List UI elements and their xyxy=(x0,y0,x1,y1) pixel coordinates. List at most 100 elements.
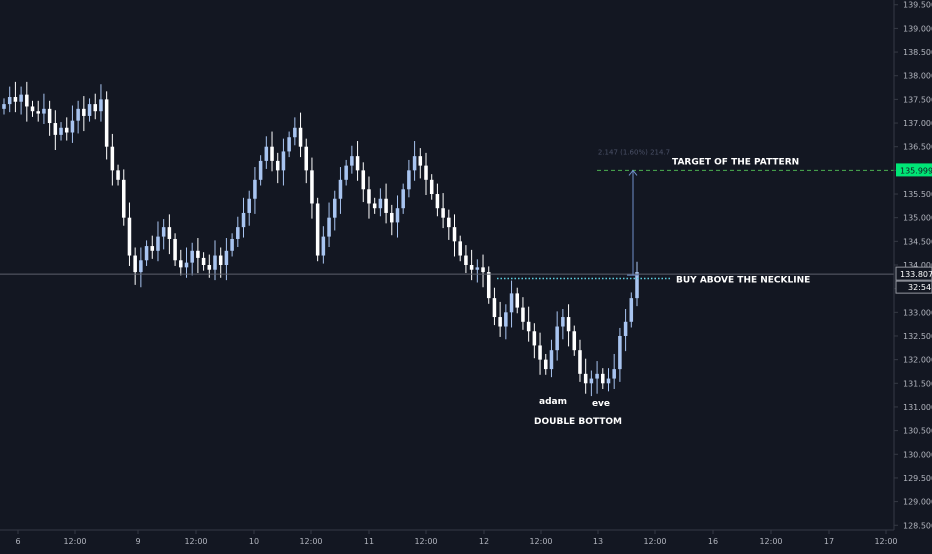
y-tick-label: 137.000 xyxy=(903,119,932,128)
candle xyxy=(367,189,371,204)
candle xyxy=(378,198,383,209)
x-tick-label: 12:00 xyxy=(184,537,207,546)
x-tick-label: 12:00 xyxy=(414,537,437,546)
candle xyxy=(452,227,457,242)
y-tick-label: 137.500 xyxy=(903,95,932,104)
candle xyxy=(424,165,428,180)
candle xyxy=(7,97,12,105)
candle xyxy=(458,241,462,256)
candle xyxy=(253,179,257,199)
y-tick-label: 130.000 xyxy=(903,450,932,459)
candle xyxy=(629,298,634,322)
target-annotation: TARGET OF THE PATTERN xyxy=(672,157,799,167)
y-tick-label: 135.000 xyxy=(903,214,932,223)
candle xyxy=(372,203,377,209)
y-tick-label: 131.500 xyxy=(903,379,932,388)
candle xyxy=(139,260,143,273)
candle xyxy=(264,146,269,161)
measure-label: 2.147 (1.60%) 214.7 xyxy=(598,148,670,156)
candle xyxy=(583,373,588,384)
y-tick-label: 138.500 xyxy=(903,48,932,57)
candle xyxy=(25,94,29,107)
candle xyxy=(275,160,280,171)
candle xyxy=(515,293,520,308)
x-tick-label: 12 xyxy=(479,537,489,546)
y-tick-label: 128.500 xyxy=(903,521,932,530)
x-tick-label: 13 xyxy=(593,537,603,546)
candle xyxy=(327,217,331,237)
candle xyxy=(561,317,565,327)
candle xyxy=(350,156,354,166)
candle xyxy=(161,227,166,237)
eve-label: eve xyxy=(592,399,610,409)
candle xyxy=(543,359,548,370)
candle xyxy=(441,208,445,218)
candle xyxy=(121,179,126,218)
adam-label: adam xyxy=(539,397,567,407)
candle xyxy=(612,369,616,379)
target-price-badge xyxy=(896,163,932,177)
candle xyxy=(13,97,18,102)
candle xyxy=(538,345,542,360)
candle xyxy=(196,250,200,258)
x-tick-label: 10 xyxy=(249,537,259,546)
candle xyxy=(447,217,451,228)
candle xyxy=(390,212,394,223)
y-tick-label: 130.500 xyxy=(903,427,932,436)
candle xyxy=(298,127,303,147)
candle xyxy=(498,317,502,327)
candle xyxy=(144,246,149,261)
x-tick-label: 12:00 xyxy=(63,537,86,546)
candle xyxy=(87,104,92,116)
y-tick-label: 132.000 xyxy=(903,356,932,365)
x-tick-label: 12:00 xyxy=(874,537,897,546)
candle xyxy=(504,312,508,327)
neckline-annotation: BUY ABOVE THE NECKLINE xyxy=(676,275,810,285)
candle xyxy=(116,170,120,180)
candle xyxy=(156,236,160,251)
candle xyxy=(99,99,103,112)
candle xyxy=(401,189,405,209)
candle xyxy=(595,373,599,379)
candle xyxy=(509,293,514,313)
candle xyxy=(47,108,52,124)
measure-arrow xyxy=(628,169,638,176)
candle xyxy=(435,194,440,209)
candle xyxy=(555,326,559,351)
candle xyxy=(30,106,35,112)
candle xyxy=(475,267,480,270)
y-tick-label: 134.500 xyxy=(903,237,932,246)
candle xyxy=(230,238,234,251)
countdown-badge xyxy=(895,280,932,294)
candle xyxy=(167,227,172,239)
candle xyxy=(110,146,115,171)
y-tick-label: 134.000 xyxy=(903,261,932,270)
x-tick-label: 12:00 xyxy=(643,537,666,546)
candle xyxy=(521,307,525,322)
candle xyxy=(104,99,109,147)
candle xyxy=(338,179,343,199)
candle xyxy=(589,378,594,384)
candle xyxy=(532,331,537,346)
y-tick-label: 138.000 xyxy=(903,72,932,81)
candle xyxy=(549,350,554,370)
x-tick-label: 6 xyxy=(15,537,20,546)
candle xyxy=(407,170,411,190)
y-tick-label: 136.500 xyxy=(903,143,932,152)
candle xyxy=(70,120,75,133)
candle xyxy=(606,378,611,384)
candle xyxy=(247,198,251,213)
countdown-label: 32:54 xyxy=(908,283,931,292)
candle xyxy=(344,165,348,180)
candle xyxy=(53,123,58,135)
candle xyxy=(236,227,240,239)
candle xyxy=(486,272,491,299)
candle xyxy=(418,156,423,166)
candle xyxy=(384,198,388,213)
candle xyxy=(578,350,582,374)
candle xyxy=(207,265,212,270)
candle xyxy=(36,111,40,114)
current-price-label: 133.807 xyxy=(900,270,932,279)
